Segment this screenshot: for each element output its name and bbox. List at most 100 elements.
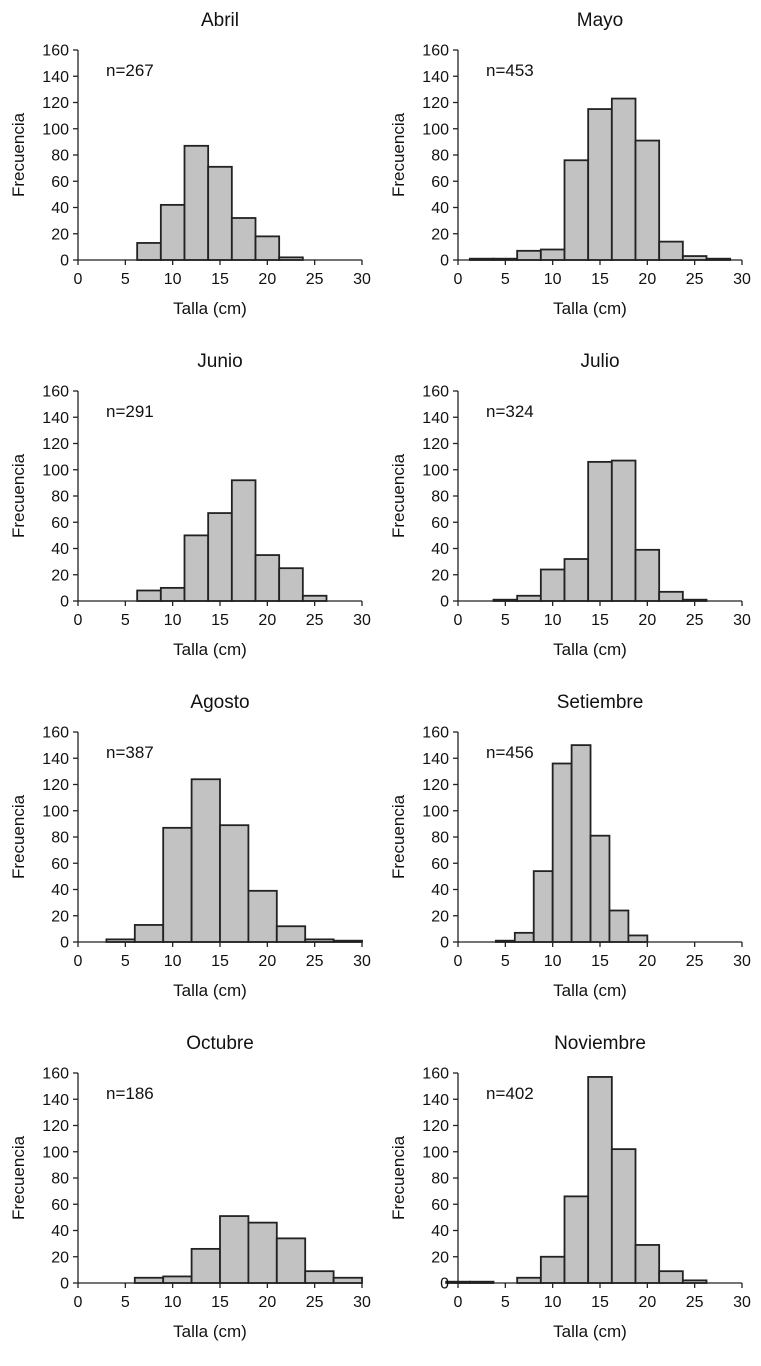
histogram-bar	[278, 567, 304, 602]
histogram-bar	[610, 97, 637, 261]
x-tick-label: 15	[211, 271, 229, 288]
x-tick-label: 5	[121, 1294, 130, 1311]
x-tick-label: 0	[454, 1294, 463, 1311]
y-tick-label: 160	[42, 725, 69, 742]
y-tick-label: 60	[431, 856, 449, 873]
y-tick-label: 20	[431, 226, 449, 243]
x-tick-label: 10	[544, 612, 562, 629]
histogram-bar	[254, 235, 281, 261]
y-tick-label: 0	[60, 935, 69, 952]
y-tick-label: 60	[51, 1197, 69, 1214]
y-tick-label: 80	[431, 830, 449, 847]
histogram-bar	[207, 165, 233, 261]
chart-panel-agosto: Agosto n=387 0 20 40 60 80 100 120 140 160 0 5 10 15 20…	[0, 682, 380, 1023]
x-tick-label: 20	[638, 271, 656, 288]
x-tick-label: 25	[306, 953, 324, 970]
x-tick-label: 10	[164, 612, 182, 629]
y-axis-label: Frecuencia	[9, 794, 28, 879]
x-axis-label: Talla (cm)	[173, 640, 247, 659]
histogram-bar	[539, 1255, 566, 1284]
y-tick-label: 100	[42, 803, 69, 820]
y-tick-label: 120	[422, 777, 449, 794]
x-tick-label: 10	[544, 953, 562, 970]
y-tick-label: 100	[42, 121, 69, 138]
x-tick-label: 10	[544, 1294, 562, 1311]
y-tick-label: 140	[422, 1092, 449, 1109]
x-tick-label: 20	[258, 271, 276, 288]
histogram-bar	[539, 568, 566, 602]
histogram-bar	[219, 1215, 250, 1284]
histogram-bar	[159, 203, 186, 261]
sample-size-label: n=186	[106, 1084, 154, 1103]
x-tick-label: 0	[454, 271, 463, 288]
y-axis-label: Frecuencia	[389, 794, 408, 879]
histogram-bar	[563, 159, 590, 261]
histogram-bar	[539, 248, 566, 261]
chart-title: Agosto	[190, 692, 249, 713]
y-tick-label: 80	[431, 1171, 449, 1188]
y-tick-label: 40	[51, 882, 69, 899]
chart-title: Setiembre	[557, 692, 644, 713]
histogram-bar	[275, 1237, 307, 1284]
y-axis-label: Frecuencia	[9, 112, 28, 197]
sample-size-label: n=291	[106, 402, 154, 421]
y-tick-label: 120	[42, 1118, 69, 1135]
chart-panel-julio: Julio n=324 0 20 40 60 80 100 120 140 160 0 5 10 15 20 2…	[380, 341, 760, 682]
y-tick-label: 40	[431, 541, 449, 558]
y-tick-label: 0	[440, 1276, 449, 1293]
y-tick-label: 20	[51, 908, 69, 925]
x-tick-label: 25	[306, 612, 324, 629]
x-tick-label: 5	[121, 271, 130, 288]
x-axis-label: Talla (cm)	[553, 299, 627, 318]
y-tick-label: 0	[60, 594, 69, 611]
histogram-bar	[627, 934, 649, 943]
y-tick-label: 80	[51, 148, 69, 165]
histogram-bar	[133, 924, 165, 943]
y-tick-label: 60	[51, 856, 69, 873]
y-tick-label: 160	[422, 384, 449, 401]
histogram-svg: Julio n=324 0 20 40 60 80 100 120 140 160 0 5 10 15 20 2…	[389, 351, 751, 659]
x-tick-label: 25	[306, 271, 324, 288]
y-tick-label: 0	[440, 594, 449, 611]
y-tick-label: 60	[51, 174, 69, 191]
x-tick-label: 30	[733, 612, 751, 629]
x-axis-label: Talla (cm)	[553, 981, 627, 1000]
x-tick-label: 0	[74, 953, 83, 970]
sample-size-label: n=324	[486, 402, 534, 421]
x-axis-label: Talla (cm)	[553, 640, 627, 659]
chart-panel-octubre: Octubre n=186 0 20 40 60 80 100 120 140 160 0 5 10 15 2…	[0, 1023, 380, 1364]
y-tick-label: 40	[51, 541, 69, 558]
chart-title: Abril	[201, 10, 239, 31]
y-tick-label: 20	[431, 908, 449, 925]
histogram-bar	[275, 925, 307, 943]
histogram-bar	[247, 889, 278, 943]
y-tick-label: 120	[422, 95, 449, 112]
y-tick-label: 20	[431, 1249, 449, 1266]
y-axis-label: Frecuencia	[9, 453, 28, 538]
y-tick-label: 80	[431, 489, 449, 506]
histogram-bar	[159, 586, 186, 602]
x-tick-label: 0	[74, 612, 83, 629]
y-tick-label: 20	[51, 1249, 69, 1266]
x-tick-label: 5	[501, 1294, 510, 1311]
histogram-bar	[219, 824, 250, 943]
x-tick-label: 20	[638, 953, 656, 970]
x-tick-label: 0	[454, 953, 463, 970]
y-tick-label: 100	[42, 1144, 69, 1161]
histogram-bar	[551, 762, 573, 943]
y-tick-label: 40	[431, 882, 449, 899]
x-tick-label: 15	[591, 612, 609, 629]
histogram-svg: Setiembre n=456 0 20 40 60 80 100 120 140 160 0 5 10 1…	[389, 692, 751, 1000]
y-tick-label: 80	[51, 830, 69, 847]
y-tick-label: 100	[422, 1144, 449, 1161]
y-tick-label: 140	[422, 751, 449, 768]
histogram-bar	[516, 594, 542, 602]
x-tick-label: 0	[74, 271, 83, 288]
x-tick-label: 15	[211, 1294, 229, 1311]
histogram-bar	[610, 459, 637, 602]
y-tick-label: 60	[431, 174, 449, 191]
x-tick-label: 10	[544, 271, 562, 288]
histogram-bar	[247, 1221, 278, 1284]
x-tick-label: 0	[454, 612, 463, 629]
